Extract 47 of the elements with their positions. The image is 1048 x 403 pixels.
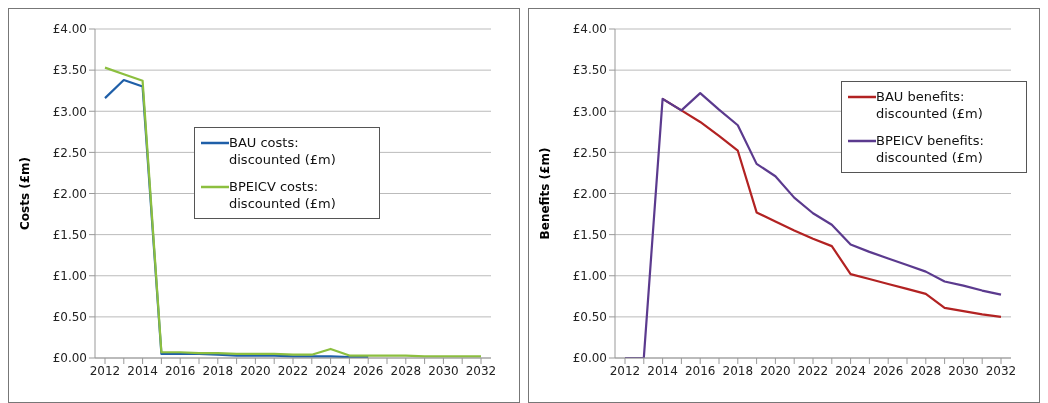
y-tick-label: £0.00 — [52, 351, 87, 366]
legend-label: BPEICV costs: discounted (£m) — [229, 178, 337, 212]
y-tick-label: £2.00 — [572, 186, 607, 201]
x-tick-label: 2022 — [277, 363, 309, 378]
x-tick-label: 2014 — [127, 363, 158, 378]
y-tick-label: £3.00 — [52, 104, 87, 119]
x-tick-label: 2016 — [684, 363, 716, 378]
x-tick-label: 2030 — [428, 363, 459, 378]
x-tick-label: 2018 — [722, 363, 754, 378]
y-tick-label: £1.50 — [52, 227, 87, 242]
x-tick-label: 2018 — [202, 363, 234, 378]
y-tick-label: £2.50 — [572, 145, 607, 160]
legend-label: BPEICV benefits: discounted (£m) — [876, 132, 985, 166]
x-tick-label: 2032 — [985, 363, 1017, 378]
x-tick-label: 2024 — [835, 363, 866, 378]
y-tick-label: £3.50 — [572, 63, 607, 78]
y-tick-label: £1.50 — [572, 227, 607, 242]
x-tick-label: 2014 — [647, 363, 678, 378]
x-tick-label: 2024 — [315, 363, 346, 378]
y-axis-title: Benefits (£m) — [538, 147, 553, 240]
x-tick-label: 2026 — [872, 363, 904, 378]
y-tick-label: £1.00 — [572, 269, 607, 284]
x-tick-label: 2028 — [390, 363, 422, 378]
x-tick-label: 2026 — [352, 363, 384, 378]
line-series — [103, 66, 483, 358]
x-tick-label: 2020 — [760, 363, 791, 378]
y-tick-label: £0.00 — [572, 351, 607, 366]
legend-label: BAU costs: discounted (£m) — [229, 134, 337, 168]
y-tick-label: £2.00 — [52, 186, 87, 201]
x-tick-label: 2016 — [164, 363, 196, 378]
y-tick-label: £3.50 — [52, 63, 87, 78]
x-tick-label: 2028 — [910, 363, 942, 378]
y-axis-title: Costs (£m) — [18, 156, 33, 231]
y-tick-label: £4.00 — [52, 22, 87, 37]
y-tick-label: £0.50 — [572, 310, 607, 325]
y-tick-label: £0.50 — [52, 310, 87, 325]
legend-label: BAU benefits: discounted (£m) — [876, 88, 984, 122]
x-tick-label: 2032 — [465, 363, 497, 378]
x-tick-label: 2012 — [609, 363, 641, 378]
y-tick-label: £2.50 — [52, 145, 87, 160]
x-tick-label: 2030 — [948, 363, 979, 378]
x-tick-label: 2012 — [89, 363, 121, 378]
y-tick-label: £4.00 — [572, 22, 607, 37]
y-tick-label: £1.00 — [52, 269, 87, 284]
y-tick-label: £3.00 — [572, 104, 607, 119]
x-tick-label: 2020 — [240, 363, 271, 378]
x-tick-label: 2022 — [797, 363, 829, 378]
